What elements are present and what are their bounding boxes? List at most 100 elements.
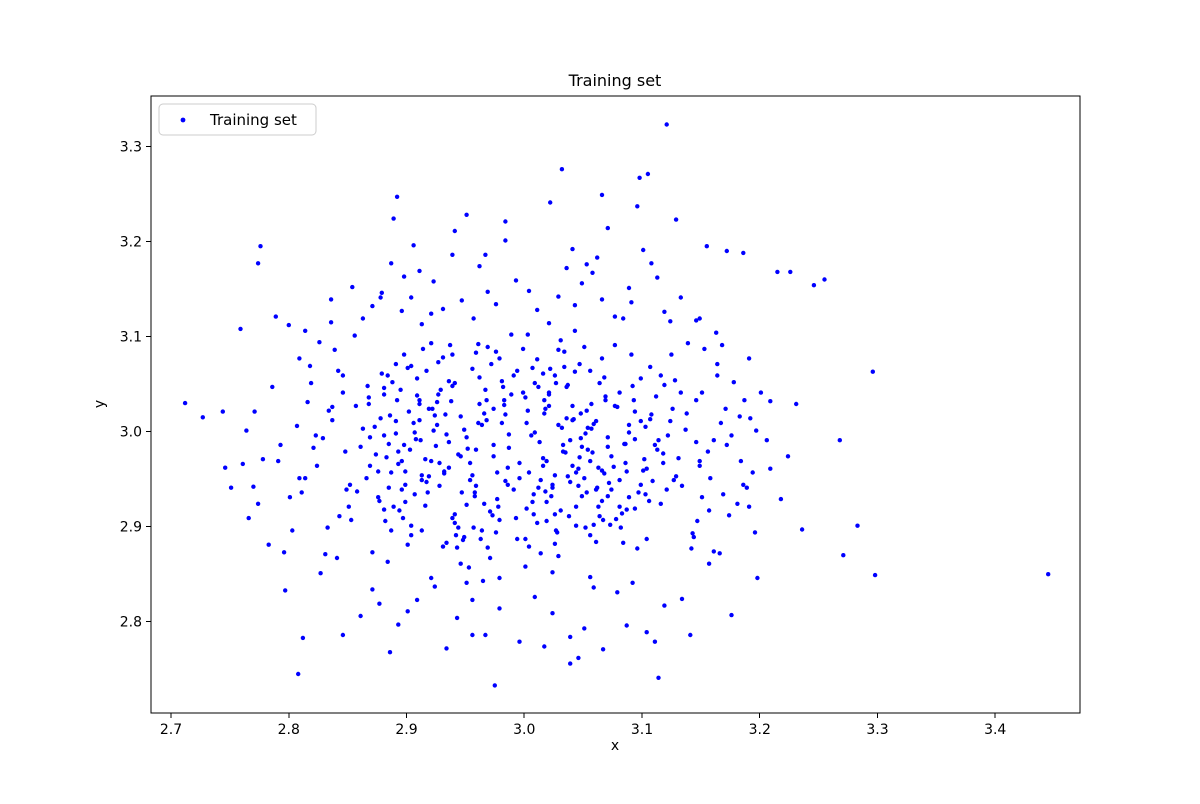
x-tick-label: 3.0 [513,722,535,738]
data-point [641,468,646,473]
data-point [579,281,585,286]
data-point [466,565,472,570]
data-point [354,489,360,494]
data-point [462,427,467,432]
data-point [473,350,479,355]
data-point [632,409,638,414]
data-point [403,469,408,474]
legend-label: Training set [209,111,297,129]
data-point [490,513,495,518]
data-point [629,352,634,357]
data-point [570,246,575,252]
data-point [399,458,404,464]
data-point [585,425,590,430]
data-point [444,646,449,651]
data-point [612,403,618,409]
data-point [509,392,514,397]
data-point [583,525,588,530]
data-point [385,559,390,564]
data-point [389,470,394,475]
data-point [543,406,548,411]
data-point [632,506,638,511]
data-point [294,423,300,429]
x-axis-ticks: 2.7 2.8 2.9 3.0 3.1 3.2 3.3 3.4 [160,713,1006,738]
data-point [699,390,705,395]
data-point [517,476,522,481]
data-point [605,435,610,440]
data-point [670,406,675,411]
data-point [281,550,287,555]
data-point [689,546,694,551]
data-point [872,572,878,578]
data-point [437,483,442,488]
data-point [386,441,391,447]
data-point [585,447,590,452]
data-point [450,515,455,521]
data-point [479,528,485,533]
data-point [794,401,799,407]
data-point [376,495,381,500]
data-point [714,330,719,335]
data-point [548,366,553,371]
data-point [556,347,561,352]
data-point [360,426,366,431]
data-point [568,661,573,666]
data-point [386,485,391,490]
data-point [251,484,256,489]
data-point [370,303,375,309]
data-point [662,382,667,388]
data-point [470,632,475,638]
data-point [837,438,842,443]
data-point [453,533,459,538]
data-point [452,228,457,234]
data-point [649,412,654,417]
data-point [694,439,699,445]
data-point [524,506,529,511]
data-point [719,342,725,348]
data-point [464,580,469,585]
data-point [599,192,605,198]
data-point [638,482,643,487]
data-point [482,501,487,506]
data-point [644,630,649,635]
data-point [377,498,382,504]
data-point [679,483,685,488]
data-point [746,504,752,509]
data-point [576,483,581,488]
data-point [360,316,366,321]
data-point [323,552,328,557]
data-point [679,596,685,602]
data-point [330,404,335,410]
data-point [476,420,481,426]
data-point [724,248,729,254]
data-point [449,399,454,404]
data-point [492,683,497,688]
data-point [652,639,658,644]
data-point [500,384,506,390]
data-point [308,380,314,386]
data-point [588,458,593,464]
data-point [255,261,261,266]
data-point [529,433,534,438]
data-point [668,319,673,324]
data-point [446,379,452,384]
data-point [638,376,643,381]
data-point [352,333,357,338]
data-point [393,431,399,436]
data-point [658,501,663,506]
data-point [405,365,410,371]
data-point [390,380,395,385]
data-point [702,346,707,352]
data-point [591,585,596,590]
data-point [365,383,370,389]
data-point [414,597,420,603]
data-point [565,382,570,388]
data-point [491,442,496,448]
data-point [444,432,449,437]
data-point [623,460,628,466]
data-point [489,361,494,367]
data-point [578,411,583,416]
data-point [417,268,422,274]
data-point [676,456,681,461]
data-point [579,494,585,499]
